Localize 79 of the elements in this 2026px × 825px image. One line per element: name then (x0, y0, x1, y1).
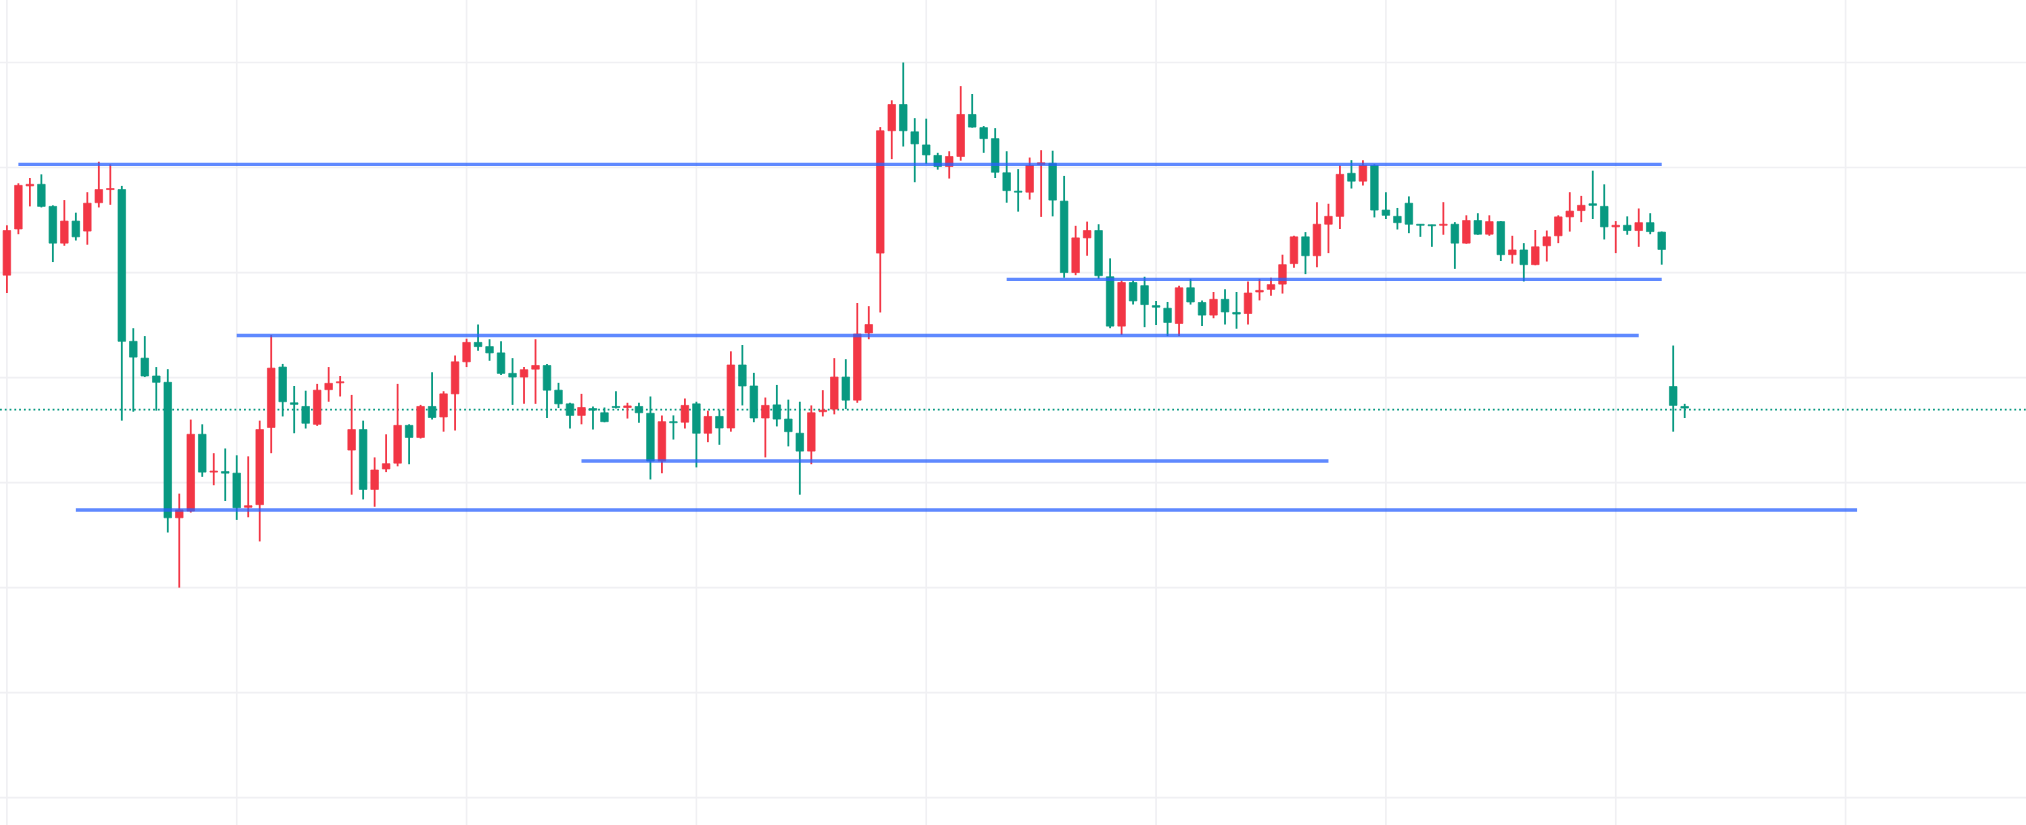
candlestick (818, 389, 827, 418)
candlestick (473, 323, 483, 352)
candlestick (1243, 280, 1253, 326)
candlestick (1347, 159, 1356, 190)
candlestick (244, 455, 253, 519)
candlestick (439, 390, 448, 433)
candlestick (1427, 223, 1437, 248)
candlestick (1577, 194, 1586, 224)
candlestick (1634, 207, 1643, 248)
candlestick (703, 409, 713, 444)
candlestick (979, 125, 988, 154)
candlestick (1324, 202, 1333, 255)
candlestick (1439, 201, 1448, 236)
candlestick (209, 452, 218, 487)
candlestick (94, 160, 103, 209)
candlestick (1657, 230, 1666, 266)
candlestick (37, 173, 46, 209)
candlestick (669, 414, 678, 441)
candlestick (1416, 223, 1425, 238)
candlestick (1002, 150, 1011, 204)
candlestick (1358, 159, 1368, 187)
candlestick (1209, 291, 1218, 320)
candlestick (1485, 214, 1494, 237)
candlestick (60, 199, 69, 247)
candlestick (968, 93, 977, 129)
candlestick (1140, 275, 1149, 329)
candlestick (1404, 195, 1414, 235)
candlestick (1565, 191, 1574, 233)
candlestick (140, 335, 149, 378)
candlestick (519, 366, 529, 405)
candlestick (531, 338, 540, 405)
candlestick (381, 433, 391, 474)
candlestick (864, 305, 873, 341)
candlestick (485, 338, 494, 362)
candlestick (922, 117, 931, 165)
candlestick (1623, 215, 1632, 236)
candlestick (508, 357, 517, 406)
candlestick (71, 211, 80, 242)
candlestick (1611, 220, 1620, 255)
candlestick (1531, 229, 1540, 267)
candlestick (1220, 288, 1230, 326)
candlestick (795, 400, 804, 496)
candlestick (404, 423, 414, 466)
candlestick (25, 177, 35, 208)
candlestick (554, 381, 563, 409)
candlestick (324, 366, 333, 403)
candlestick (1301, 231, 1310, 276)
candlestick (1450, 221, 1459, 270)
candlestick (577, 392, 586, 426)
candlestick (336, 375, 345, 398)
candlestick (1163, 301, 1172, 337)
candlestick (1393, 207, 1402, 231)
candlestick (1151, 300, 1161, 326)
candlestick (1542, 229, 1551, 263)
candlestick (1646, 212, 1655, 236)
candlestick (496, 340, 506, 376)
candlestick (1600, 183, 1609, 241)
candlestick (634, 401, 644, 424)
candlestick (1082, 220, 1092, 257)
candlestick (738, 344, 747, 407)
candlestick (221, 447, 230, 502)
candlestick (462, 337, 471, 368)
candlestick (1197, 299, 1207, 328)
candlestick (1473, 212, 1482, 236)
candlestick (1232, 291, 1241, 330)
candlestick (370, 456, 379, 508)
candlestick (1381, 191, 1391, 220)
candlestick (1128, 279, 1138, 306)
candlestick (910, 117, 919, 184)
candlestick (761, 396, 770, 459)
candlestick (1554, 214, 1563, 245)
candlestick (1588, 169, 1597, 220)
candlestick (1508, 234, 1517, 265)
candlestick (347, 394, 356, 496)
candlestick (680, 397, 690, 430)
candlestick (106, 163, 115, 206)
candlestick (841, 358, 850, 410)
candlestick (1014, 168, 1023, 213)
candlestick (1462, 214, 1471, 245)
